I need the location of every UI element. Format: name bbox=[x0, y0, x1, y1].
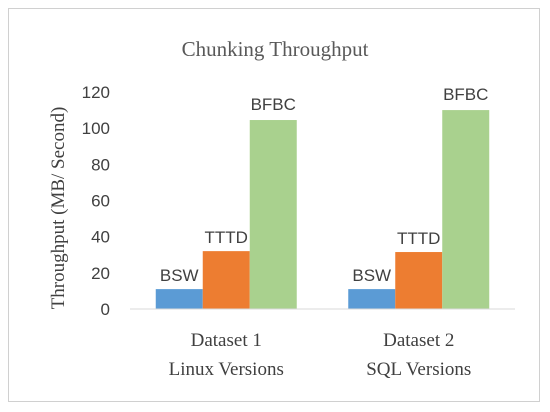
bar-label-bsw: BSW bbox=[352, 266, 391, 285]
y-tick-label: 20 bbox=[91, 264, 110, 283]
x-category-label: SQL Versions bbox=[366, 359, 471, 380]
bars bbox=[155, 110, 490, 309]
bar-tttd-1 bbox=[202, 251, 250, 309]
y-tick-label: 40 bbox=[91, 228, 110, 247]
x-category-label: Linux Versions bbox=[169, 359, 284, 380]
y-tick-label: 80 bbox=[91, 155, 110, 174]
bar-bsw-1 bbox=[155, 289, 203, 309]
x-category-label: Dataset 2 bbox=[383, 330, 454, 351]
bar-label-bfbc: BFBC bbox=[251, 95, 296, 114]
y-tick-label: 100 bbox=[82, 119, 110, 138]
chart-title: Chunking Throughput bbox=[182, 37, 369, 61]
bar-label-bsw: BSW bbox=[160, 266, 199, 285]
y-axis-ticks: 0 20 40 60 80 100 120 bbox=[82, 83, 110, 319]
bar-bfbc-1 bbox=[249, 120, 297, 309]
bar-tttd-2 bbox=[395, 252, 443, 309]
x-axis-categories: Dataset 1 Linux Versions Dataset 2 SQL Vers… bbox=[169, 330, 472, 380]
bar-label-bfbc: BFBC bbox=[443, 85, 488, 104]
bar-bsw-2 bbox=[348, 289, 396, 309]
bar-bfbc-2 bbox=[442, 110, 490, 309]
y-tick-label: 0 bbox=[101, 300, 110, 319]
y-tick-label: 120 bbox=[82, 83, 110, 102]
y-axis-label: Throughput (MB/ Second) bbox=[48, 107, 69, 310]
bar-label-tttd: TTTD bbox=[205, 228, 248, 247]
y-tick-label: 60 bbox=[91, 192, 110, 211]
bar-labels: BSW BSW TTTD TTTD BFBC BFBC bbox=[160, 85, 489, 285]
x-category-label: Dataset 1 bbox=[191, 330, 262, 351]
bar-label-tttd: TTTD bbox=[397, 229, 440, 248]
